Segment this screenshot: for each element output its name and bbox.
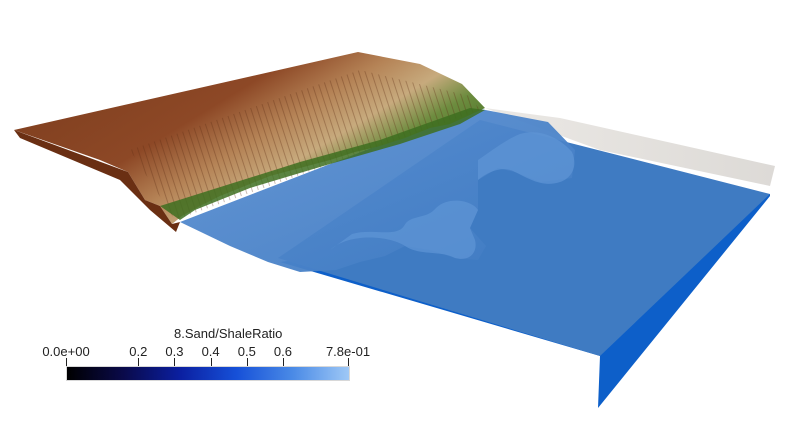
colorbar-tick-label: 0.2 — [129, 344, 148, 359]
colorbar-title: 8.Sand/ShaleRatio — [174, 326, 283, 341]
colorbar-tick — [174, 358, 176, 366]
colorbar-tick-label: 0.4 — [201, 344, 220, 359]
colorbar-tick-label: 0.0e+00 — [42, 344, 90, 359]
colorbar-tick-label: 0.6 — [273, 344, 292, 359]
transparent-slab — [485, 108, 775, 186]
colorbar-tick — [138, 358, 140, 366]
land-front-face — [14, 130, 180, 232]
colorbar-legend: 8.Sand/ShaleRatio 0.0e+00 0.2 0.3 0.4 0.5 0.6… — [40, 326, 370, 390]
colorbar-tick-label: 0.3 — [165, 344, 184, 359]
colorbar-tick — [246, 358, 248, 366]
delta-lobes — [330, 132, 575, 259]
terrain-ridges — [130, 70, 480, 220]
colorbar-tick — [66, 358, 67, 366]
colorbar-tick — [210, 358, 212, 366]
colorbar-tick — [348, 358, 349, 366]
water-surface — [180, 108, 575, 272]
colorbar-gradient — [66, 366, 350, 381]
coastal-plain — [160, 108, 485, 220]
colorbar-tick-label: 7.8e-01 — [325, 344, 371, 359]
colorbar-tick-label: 0.5 — [237, 344, 256, 359]
colorbar-tick — [282, 358, 284, 366]
